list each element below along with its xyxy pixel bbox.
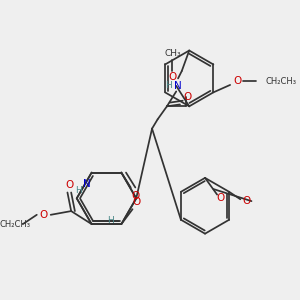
Text: N: N xyxy=(174,81,182,91)
Text: O: O xyxy=(233,76,242,86)
Text: O: O xyxy=(168,73,177,82)
Text: O: O xyxy=(39,210,47,220)
Text: N: N xyxy=(83,179,91,189)
Text: O: O xyxy=(183,92,191,102)
Text: O: O xyxy=(217,193,225,203)
Text: O: O xyxy=(243,196,251,206)
Text: CH₂CH₃: CH₂CH₃ xyxy=(266,77,296,86)
Text: H: H xyxy=(75,186,82,195)
Text: O: O xyxy=(65,180,74,190)
Text: O: O xyxy=(132,197,140,207)
Text: CH₃: CH₃ xyxy=(164,49,181,58)
Text: O: O xyxy=(131,191,140,201)
Text: H: H xyxy=(107,216,114,225)
Text: H: H xyxy=(165,81,172,90)
Text: CH₂CH₃: CH₂CH₃ xyxy=(0,220,31,229)
